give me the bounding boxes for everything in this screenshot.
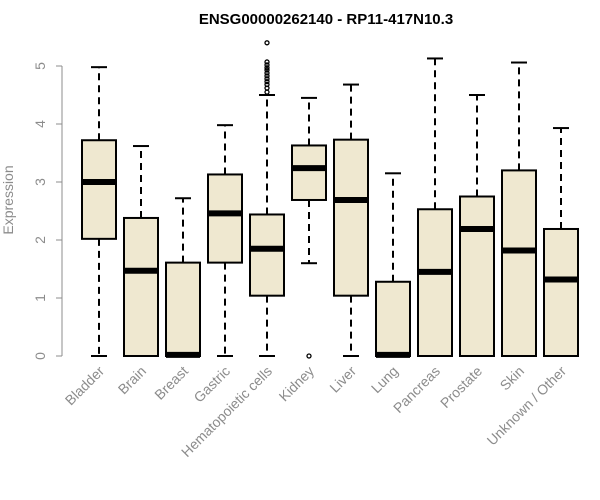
y-tick-label: 0: [32, 352, 48, 360]
box-pancreas: [417, 57, 453, 357]
y-tick-label: 4: [32, 120, 48, 128]
outlier-point: [264, 62, 270, 68]
x-tick-label: Lung: [368, 363, 401, 396]
box-iqr: [459, 195, 495, 357]
box-iqr: [291, 144, 327, 201]
y-tick-label: 1: [32, 294, 48, 302]
outlier-point: [264, 79, 270, 85]
x-tick-label: Liver: [326, 363, 359, 396]
outlier-point: [264, 65, 270, 71]
box-iqr: [501, 169, 537, 357]
box-iqr: [543, 227, 579, 357]
box-lung: [375, 172, 411, 358]
x-tick-label: Bladder: [62, 363, 108, 409]
box-skin: [501, 61, 537, 357]
box-brain: [123, 145, 159, 357]
box-liver: [333, 83, 369, 357]
x-tick-label: Kidney: [276, 363, 318, 405]
outlier-point: [264, 40, 270, 46]
outlier-point: [264, 67, 270, 73]
chart-title: ENSG00000262140 - RP11-417N10.3: [199, 11, 453, 28]
y-tick-label: 2: [32, 236, 48, 244]
box-hematopoietic-cells: [249, 40, 285, 357]
box-iqr: [417, 208, 453, 357]
box-gastric: [207, 124, 243, 357]
outlier-point: [264, 76, 270, 82]
x-tick-label: Skin: [497, 363, 528, 394]
box-iqr: [375, 280, 411, 358]
x-tick-label: Prostate: [437, 363, 485, 411]
y-tick-label: 3: [32, 178, 48, 186]
box-kidney: [291, 96, 327, 359]
box-iqr: [207, 173, 243, 264]
box-bladder: [81, 66, 117, 357]
outlier-point: [264, 70, 270, 76]
box-iqr: [165, 261, 201, 357]
y-axis: 0 1 2 3 4 5: [32, 62, 63, 360]
outlier-point: [306, 353, 312, 359]
x-tick-label: Breast: [151, 363, 191, 403]
x-tick-label: Brain: [115, 363, 149, 397]
box-series: [81, 40, 579, 359]
outlier-point: [264, 73, 270, 79]
box-prostate: [459, 94, 495, 357]
y-axis-label: Expression: [0, 165, 16, 234]
box-iqr: [81, 139, 117, 240]
box-unknown-other: [543, 127, 579, 357]
x-tick-label: Pancreas: [390, 363, 443, 416]
y-tick-label: 5: [32, 62, 48, 70]
box-iqr: [333, 138, 369, 297]
outlier-point: [264, 81, 270, 88]
outlier-point: [264, 59, 270, 65]
box-iqr: [249, 213, 285, 297]
outlier-point: [264, 89, 270, 95]
x-tick-label: Unknown / Other: [484, 363, 570, 449]
box-breast: [165, 197, 201, 358]
box-iqr: [123, 216, 159, 357]
